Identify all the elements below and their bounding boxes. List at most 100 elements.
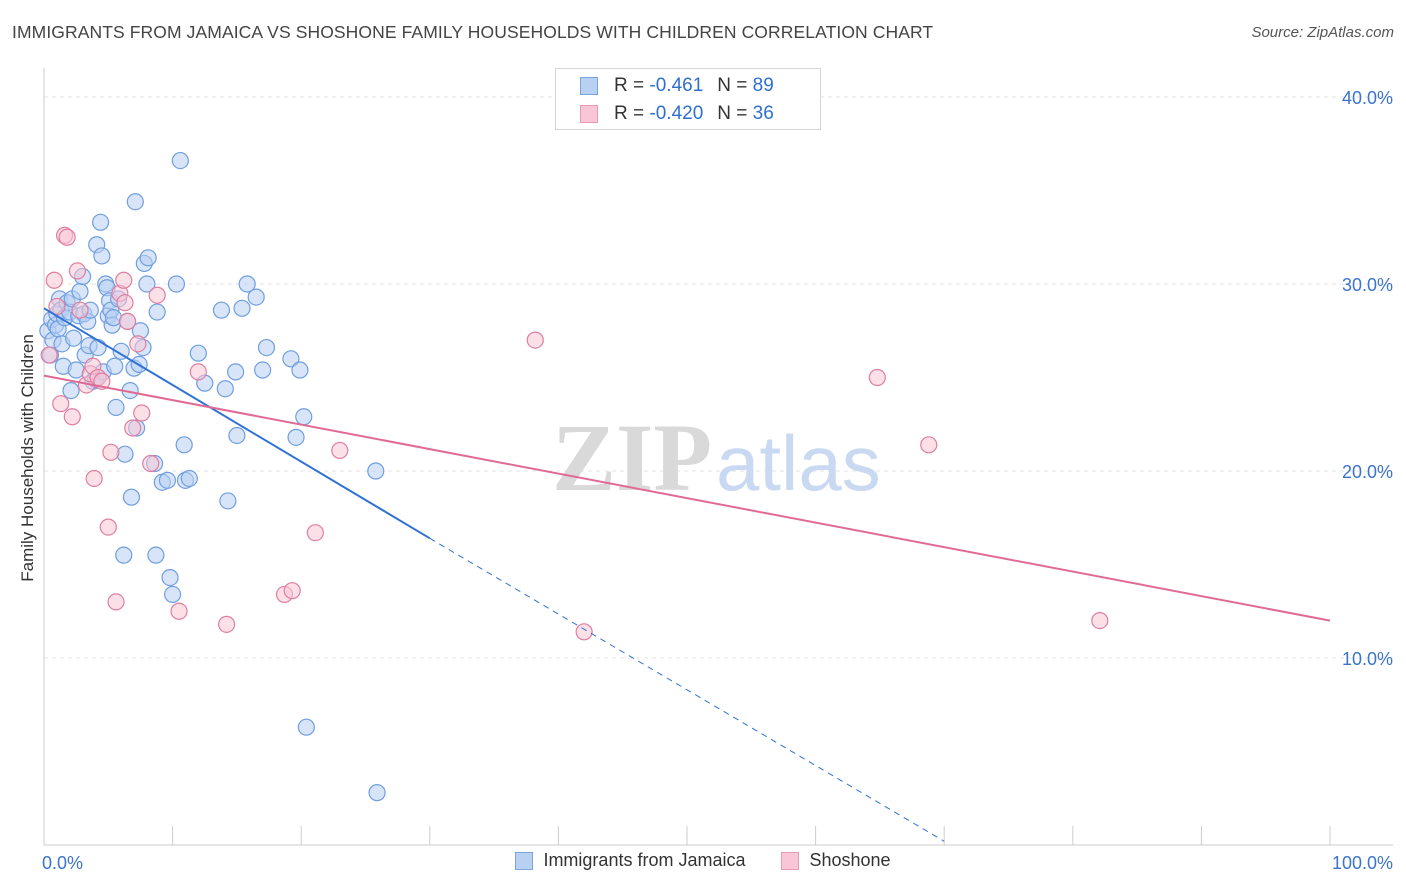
point-shoshone bbox=[63, 408, 81, 426]
point-jamaica bbox=[257, 338, 276, 357]
x-tick-label-max: 100.0% bbox=[1332, 853, 1393, 873]
point-shoshone bbox=[99, 518, 117, 536]
stats-swatch-jamaica bbox=[580, 77, 598, 95]
y-tick-label: 20.0% bbox=[1342, 462, 1393, 482]
trend-lines bbox=[43, 307, 1331, 842]
point-jamaica bbox=[67, 361, 85, 379]
r-value: -0.461 bbox=[649, 75, 704, 96]
point-jamaica bbox=[254, 361, 272, 379]
point-jamaica bbox=[171, 151, 189, 170]
point-jamaica bbox=[219, 492, 237, 510]
chart-title: IMMIGRANTS FROM JAMAICA VS SHOSHONE FAMI… bbox=[12, 22, 934, 42]
point-jamaica bbox=[368, 784, 386, 802]
n-value: 89 bbox=[752, 75, 774, 96]
point-jamaica bbox=[126, 193, 144, 211]
y-axis-label: Family Households with Children bbox=[18, 334, 37, 582]
point-shoshone bbox=[142, 454, 160, 473]
data-points bbox=[39, 151, 1109, 802]
legend-swatch-jamaica bbox=[515, 851, 534, 870]
point-jamaica bbox=[106, 357, 124, 375]
r-value: -0.420 bbox=[649, 103, 704, 124]
legend-swatch-shoshone bbox=[781, 851, 800, 870]
point-shoshone bbox=[306, 524, 324, 542]
n-label: N = bbox=[717, 75, 748, 96]
source-label: Source: ZipAtlas.com bbox=[1251, 24, 1394, 41]
legend-label-jamaica: Immigrants from Jamaica bbox=[543, 850, 746, 870]
point-shoshone bbox=[58, 228, 76, 246]
point-shoshone bbox=[133, 404, 151, 422]
point-jamaica bbox=[122, 488, 141, 506]
r-label: R = bbox=[614, 75, 645, 96]
point-jamaica bbox=[238, 275, 256, 293]
x-tick-label-min: 0.0% bbox=[42, 853, 83, 873]
point-jamaica bbox=[291, 361, 309, 379]
stats-row-jamaica: R = -0.461 N = 89 bbox=[580, 73, 774, 99]
point-jamaica bbox=[89, 338, 107, 357]
legend-item-shoshone: Shoshone bbox=[781, 850, 891, 871]
point-shoshone bbox=[48, 297, 66, 316]
point-shoshone bbox=[45, 271, 63, 289]
point-jamaica bbox=[148, 303, 166, 321]
point-shoshone bbox=[102, 443, 120, 461]
series-legend: Immigrants from Jamaica Shoshone bbox=[0, 850, 1406, 871]
n-value: 36 bbox=[752, 103, 774, 124]
point-jamaica bbox=[233, 299, 251, 317]
point-shoshone bbox=[118, 312, 137, 330]
legend-item-jamaica: Immigrants from Jamaica bbox=[515, 850, 745, 871]
y-tick-label: 30.0% bbox=[1342, 275, 1393, 295]
r-label: R = bbox=[614, 103, 645, 124]
y-tick-label: 10.0% bbox=[1342, 649, 1393, 669]
point-jamaica bbox=[104, 309, 123, 327]
point-jamaica bbox=[287, 428, 305, 446]
point-jamaica bbox=[228, 426, 246, 445]
stats-row-shoshone: R = -0.420 N = 36 bbox=[580, 101, 774, 127]
point-jamaica bbox=[64, 329, 83, 347]
point-shoshone bbox=[575, 623, 593, 641]
point-jamaica bbox=[216, 380, 234, 398]
y-tick-label: 40.0% bbox=[1342, 88, 1393, 108]
point-shoshone bbox=[68, 262, 87, 280]
stats-swatch-shoshone bbox=[580, 105, 598, 123]
point-shoshone bbox=[526, 331, 544, 349]
point-jamaica bbox=[116, 445, 134, 463]
point-jamaica bbox=[158, 471, 177, 489]
point-shoshone bbox=[218, 615, 236, 633]
point-shoshone bbox=[148, 286, 166, 304]
point-shoshone bbox=[170, 602, 188, 620]
point-shoshone bbox=[189, 363, 207, 381]
point-jamaica bbox=[91, 213, 110, 231]
point-jamaica bbox=[167, 275, 186, 293]
point-jamaica bbox=[115, 546, 133, 564]
point-jamaica bbox=[62, 381, 80, 400]
trend-line-jamaica bbox=[43, 307, 431, 540]
point-jamaica bbox=[212, 301, 231, 319]
point-jamaica bbox=[295, 408, 313, 426]
point-jamaica bbox=[189, 344, 207, 362]
point-jamaica bbox=[282, 350, 300, 368]
point-jamaica bbox=[93, 247, 111, 265]
point-shoshone bbox=[920, 436, 938, 454]
point-jamaica bbox=[138, 275, 156, 293]
grid-lines bbox=[44, 96, 1393, 659]
point-shoshone bbox=[331, 441, 349, 460]
point-jamaica bbox=[139, 249, 157, 267]
legend-label-shoshone: Shoshone bbox=[809, 850, 891, 870]
point-jamaica bbox=[367, 462, 385, 480]
tick-labels: 10.0% 20.0% 30.0% 40.0% 0.0% 100.0% bbox=[42, 88, 1393, 873]
point-jamaica bbox=[161, 568, 179, 587]
point-shoshone bbox=[107, 593, 125, 611]
point-jamaica bbox=[107, 398, 125, 417]
stats-legend: R = -0.461 N = 89 R = -0.420 N = 36 bbox=[555, 68, 821, 130]
point-shoshone bbox=[52, 395, 70, 413]
point-jamaica bbox=[164, 585, 182, 604]
point-jamaica bbox=[175, 436, 193, 454]
point-jamaica bbox=[180, 469, 198, 488]
watermark-zip: ZIP bbox=[552, 404, 712, 511]
point-shoshone bbox=[40, 346, 58, 364]
point-jamaica bbox=[112, 342, 130, 360]
point-jamaica bbox=[247, 288, 265, 306]
point-shoshone bbox=[124, 419, 142, 437]
point-jamaica bbox=[147, 546, 165, 564]
point-shoshone bbox=[283, 582, 301, 600]
